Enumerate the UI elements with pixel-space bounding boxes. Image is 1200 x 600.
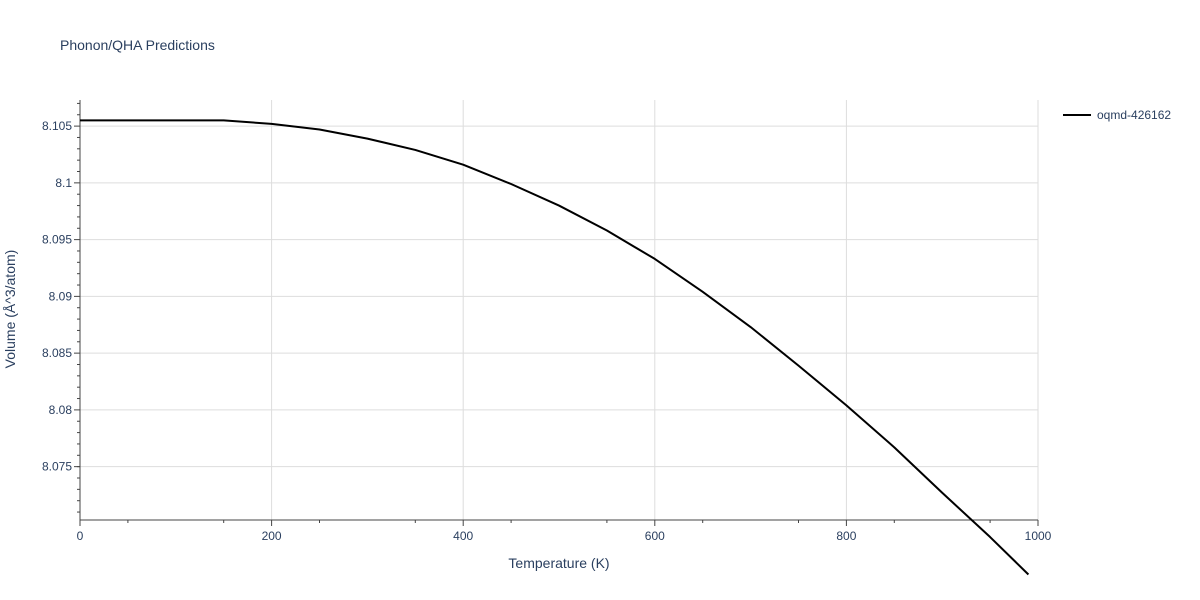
y-tick-label: 8.1 bbox=[55, 176, 72, 190]
x-axis-ticks: 0 200 400 600 800 1000 bbox=[77, 520, 1052, 543]
plot-lines bbox=[80, 119, 1030, 576]
y-tick-label: 8.095 bbox=[42, 233, 72, 247]
x-axis-title: Temperature (K) bbox=[508, 555, 609, 571]
y-tick-label: 8.085 bbox=[42, 346, 72, 360]
x-tick-label: 200 bbox=[262, 529, 282, 543]
axes bbox=[79, 100, 1038, 521]
y-axis-ticks: 8.075 8.08 8.085 8.09 8.095 8.1 8.105 bbox=[42, 102, 80, 513]
y-tick-label: 8.09 bbox=[49, 289, 73, 303]
y-tick-label: 8.075 bbox=[42, 460, 72, 474]
y-tick-label: 8.105 bbox=[42, 119, 72, 133]
legend[interactable]: oqmd-426162 bbox=[1063, 108, 1171, 122]
x-tick-label: 600 bbox=[645, 529, 665, 543]
y-axis-title: Volume (Å^3/atom) bbox=[2, 250, 18, 369]
chart-title: Phonon/QHA Predictions bbox=[60, 37, 215, 53]
x-tick-label: 800 bbox=[836, 529, 856, 543]
grid bbox=[80, 100, 1039, 520]
x-tick-label: 400 bbox=[453, 529, 473, 543]
x-tick-label: 1000 bbox=[1025, 529, 1052, 543]
x-tick-label: 0 bbox=[77, 529, 84, 543]
legend-label: oqmd-426162 bbox=[1097, 108, 1171, 122]
series-line bbox=[80, 119, 1030, 576]
y-tick-label: 8.08 bbox=[49, 403, 73, 417]
